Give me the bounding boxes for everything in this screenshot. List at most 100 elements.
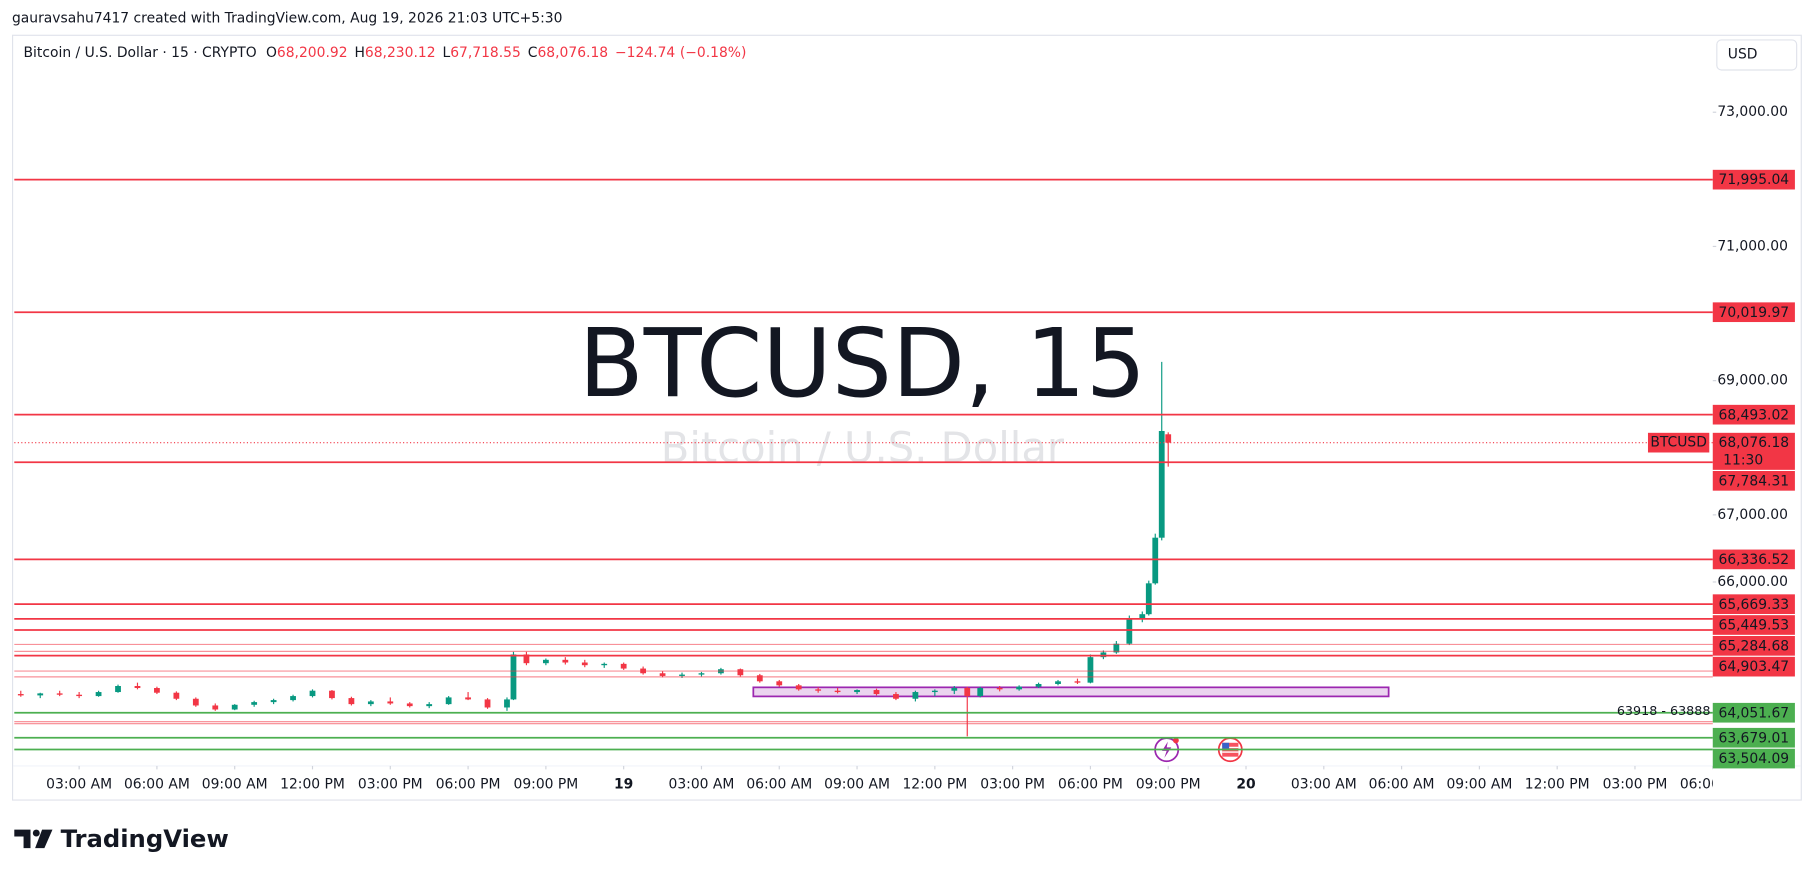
candle-body [76,694,83,697]
candle-body [367,701,374,705]
candle-body [387,701,394,704]
level-tag [1712,656,1795,677]
event-dot [1173,737,1179,744]
last-price-label: 68,076.18 [1719,435,1790,451]
symbol-label: BTCUSD [1650,435,1707,451]
candle-body [659,673,666,676]
candle-body [37,693,44,696]
candle-body [562,659,569,663]
candle-body [154,688,160,693]
candle-body [192,698,199,706]
candle-body [56,693,63,695]
y-tick-label: 71,000.00 [1717,238,1788,254]
candle-body [977,688,984,697]
candle-body [251,702,258,705]
candle-body [815,689,822,691]
candle-body [465,697,471,700]
ohlc-key: O [266,45,277,61]
x-tick-label: 03:00 PM [980,776,1045,792]
candle-body [406,703,413,707]
ohlc-key: C [528,45,538,61]
candle-body [795,685,802,690]
change-value: −124.74 [615,45,675,61]
candle-body [834,690,841,693]
level-tag [1712,727,1795,748]
level-tag [1712,594,1795,615]
level-label: 66,336.52 [1719,552,1790,568]
candle-body [542,659,549,664]
level-label: 67,784.31 [1719,473,1790,489]
level-label: 68,493.02 [1719,407,1790,423]
level-tag [1712,549,1795,570]
candle-body [620,663,627,669]
currency-label[interactable]: USD [1728,46,1758,62]
candle-body [756,675,763,682]
level-tag [1712,615,1795,635]
time-axis: 03:00 AM 06:00 AM 09:00 AM 12:00 PM 03:00 PM… [46,765,1746,792]
candle-body [484,699,491,708]
candle-body [523,654,530,664]
currency-button[interactable] [1716,39,1798,71]
candle-body [173,692,180,699]
x-tick-label: 09:00 AM [824,776,890,792]
candle-body [115,686,121,693]
candle-body [1035,683,1042,687]
candle-body [1139,614,1146,619]
level-label: 65,284.68 [1719,638,1790,654]
x-tick-label: 09:00 AM [1446,776,1512,792]
countdown: 11:30 [1723,453,1763,469]
candle-body [951,688,958,691]
candle-body [698,673,705,675]
flag-canton [1222,742,1230,749]
candle-body [1126,618,1133,644]
x-tick-label: 03:00 AM [46,776,112,792]
candle-body [873,690,880,695]
candle-body [912,692,919,699]
x-tick-label: 03:00 AM [669,776,735,792]
legend-header: Bitcoin / U.S. Dollar · 15 · CRYPTO O68,2… [24,45,747,61]
y-tick-label: 67,000.00 [1717,507,1788,523]
ohlc-value: 68,230.12 [365,45,436,61]
candle-body [17,694,24,696]
level-tag [1712,169,1795,190]
x-tick-label: 03:00 AM [1291,776,1357,792]
level-label: 64,903.47 [1719,659,1790,675]
x-tick-label: 06:00 PM [436,776,501,792]
level-tag [1712,702,1795,723]
candle-body [290,696,296,701]
x-tick-label: 03:00 PM [1603,776,1668,792]
x-tick-label: 03:00 PM [358,776,423,792]
level-label: 63,504.09 [1719,751,1790,767]
level-tag [1712,470,1795,491]
x-tick-label: 06:00 AM [1680,776,1746,792]
x-tick-label: 20 [1236,776,1255,792]
x-tick-label: 09:00 PM [1136,776,1201,792]
candle-body [1055,681,1061,684]
candle-body [854,690,860,693]
ohlc-key: H [354,45,364,61]
ohlc-value: 68,076.18 [537,45,608,61]
candle-body [426,704,433,707]
candle-body [504,699,510,708]
x-tick-label: 19 [614,776,633,792]
symbol-tag [1647,432,1710,453]
x-tick-label: 12:00 PM [902,776,967,792]
ohlc-value: 68,200.92 [277,45,348,61]
candle-body [348,698,355,705]
candle-body [679,674,685,676]
level-tag [1712,635,1795,656]
candle-body [1113,643,1120,653]
logo: TradingView [14,824,229,853]
symbol-title: Bitcoin / U.S. Dollar · 15 · CRYPTO [24,45,257,61]
x-tick-label: 12:00 PM [280,776,345,792]
x-tick-label: 09:00 PM [514,776,579,792]
candle-body [581,662,588,666]
y-tick-label: 69,000.00 [1717,373,1788,389]
candle-body [270,700,277,703]
x-tick-label: 12:00 PM [1525,776,1590,792]
candle-body [964,688,971,697]
x-tick-label: 06:00 PM [1058,776,1123,792]
level-label: 64,051.67 [1719,705,1790,721]
